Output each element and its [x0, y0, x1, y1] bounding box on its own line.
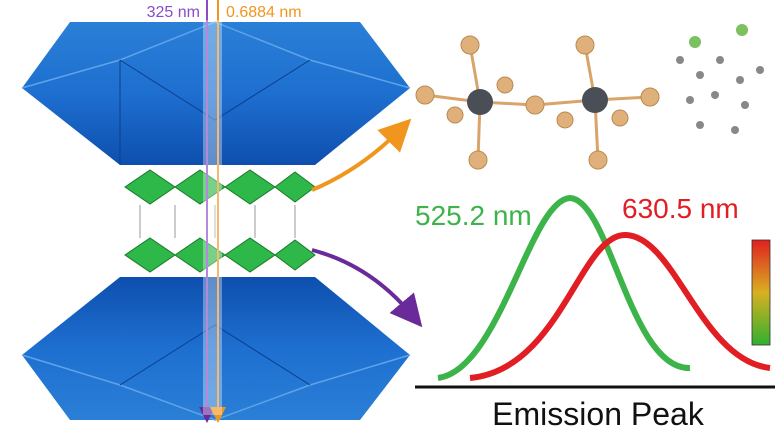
facet: [119, 59, 311, 121]
green-emission: [437, 194, 691, 381]
xray-label: 0.6884 nm: [226, 4, 302, 21]
anvil-body: [22, 22, 410, 165]
molecular-structure: [415, 24, 764, 170]
facet: [21, 21, 411, 89]
red-emission: [469, 231, 771, 381]
green-peak-label: 525.2 nm: [415, 200, 532, 231]
facet: [119, 324, 311, 386]
halide: [689, 36, 701, 48]
metal-atom: [467, 89, 493, 115]
octahedron: [274, 239, 316, 271]
beam-glow: [203, 20, 222, 415]
structure-arrow: [311, 118, 412, 192]
axis-label: Emission Peak: [492, 396, 705, 432]
top-anvil: [21, 21, 411, 165]
red-peak-label: 630.5 nm: [622, 193, 739, 224]
octahedra: [124, 169, 316, 273]
organic-layer: [139, 205, 296, 238]
metal-atom: [582, 87, 608, 113]
excitation-label: 325 nm: [147, 4, 200, 21]
emission-arrow: [311, 248, 423, 328]
color-scale: [751, 239, 771, 346]
packing: [676, 56, 764, 134]
atoms: [415, 35, 660, 170]
halide: [736, 24, 748, 36]
